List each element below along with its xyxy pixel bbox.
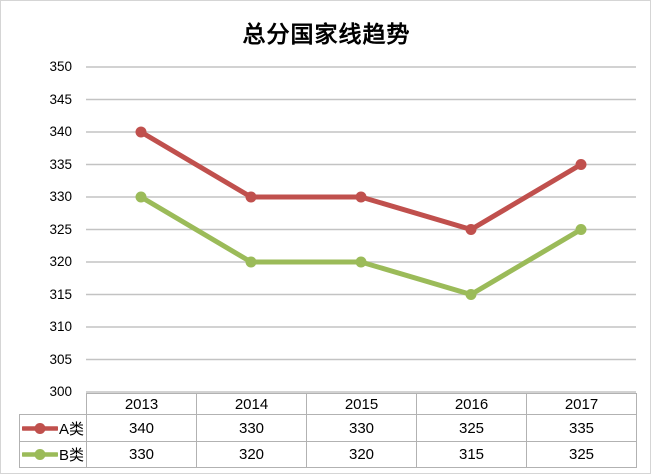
y-tick-label: 335 [49, 156, 72, 172]
y-tick-label: 330 [49, 189, 72, 204]
year-header-cell: 2015 [306, 393, 417, 415]
series-line-0 [138, 129, 584, 232]
y-tick-label: 320 [49, 254, 72, 269]
value-cell: 320 [196, 441, 307, 468]
chart-title: 总分国家线趋势 [242, 21, 411, 47]
series-line-1 [138, 194, 584, 297]
data-point-marker [135, 126, 147, 138]
y-tick-label: 325 [49, 221, 72, 237]
data-point-marker [245, 191, 257, 203]
year-header-cell: 2014 [196, 393, 307, 415]
table-row: B类 330 320 320 315 325 [19, 441, 637, 468]
data-table: 2013 2014 2015 2016 2017 A类 340 330 330 325 335 B类 3… [19, 393, 637, 468]
table-corner-cell [20, 394, 87, 415]
data-point-marker [465, 224, 477, 235]
y-tick-label: 345 [49, 91, 72, 107]
value-cell: 325 [526, 441, 637, 468]
value-cell: 340 [86, 414, 197, 442]
value-cell: 330 [196, 414, 307, 442]
legend-entry: B类 [22, 444, 86, 465]
legend-key-icon [22, 449, 58, 460]
year-header-cell: 2017 [526, 393, 637, 415]
data-point-marker [575, 159, 587, 170]
y-tick-label: 350 [49, 59, 72, 74]
legend-key-icon [22, 422, 58, 434]
data-point-marker [135, 191, 147, 203]
legend-entry: A类 [22, 418, 86, 439]
series-name-label: B类 [59, 447, 85, 464]
value-cell: 330 [86, 441, 197, 468]
y-tick-label: 315 [49, 286, 72, 302]
data-point-marker [465, 289, 477, 300]
value-cell: 315 [416, 441, 527, 468]
value-cell: 320 [306, 441, 417, 468]
y-tick-label: 340 [49, 124, 72, 139]
table-header-row: 2013 2014 2015 2016 2017 [20, 393, 637, 415]
year-header-cell: 2013 [86, 393, 197, 415]
series-name-label: A类 [59, 420, 85, 438]
data-point-marker [245, 256, 257, 268]
table-row: A类 340 330 330 325 335 [19, 414, 637, 442]
year-header-cell: 2016 [416, 393, 527, 415]
y-tick-label: 310 [49, 319, 72, 334]
legend-cell: B类 [19, 441, 87, 468]
legend-cell: A类 [19, 414, 87, 442]
y-tick-label: 300 [49, 384, 72, 399]
value-cell: 330 [306, 414, 417, 442]
data-point-marker [575, 224, 587, 235]
data-point-marker [355, 256, 367, 268]
value-cell: 325 [416, 414, 527, 442]
value-cell: 335 [526, 414, 637, 442]
y-tick-label: 305 [49, 351, 72, 367]
data-point-marker [355, 191, 367, 203]
